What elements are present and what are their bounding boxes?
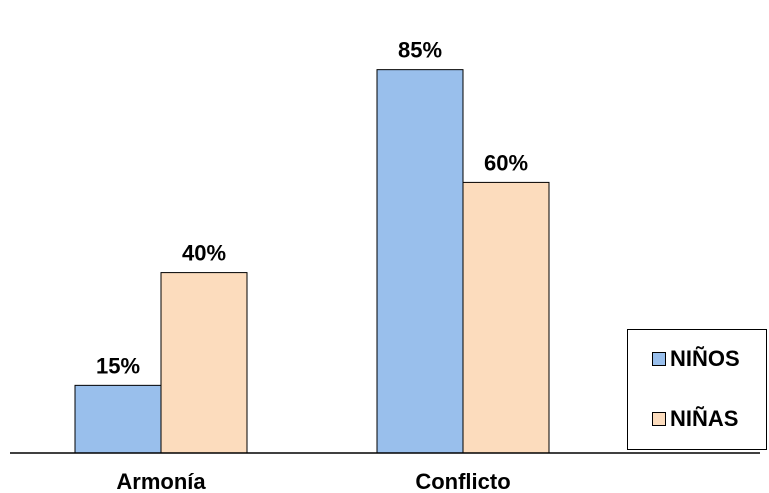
category-label-armonia: Armonía (116, 469, 206, 493)
legend-item-ninos: NIÑOS (652, 346, 740, 372)
legend-swatch-ninos (652, 352, 666, 366)
legend: NIÑOS NIÑAS (627, 329, 767, 450)
legend-label-ninas: NIÑAS (670, 406, 739, 431)
legend-label-ninos: NIÑOS (670, 346, 740, 371)
value-labels-group: 15% 40% 85% 60% (96, 38, 528, 379)
bars-group (74, 69, 550, 454)
value-label-ninos-conflicto: 85% (398, 38, 442, 63)
category-label-conflicto: Conflicto (415, 469, 510, 493)
bar-ninos-conflicto (376, 69, 464, 454)
legend-swatch-ninas (652, 412, 666, 426)
bar-ninas-conflicto (462, 181, 550, 454)
bar-ninos-armonia (74, 384, 162, 454)
value-label-ninos-armonia: 15% (96, 353, 140, 378)
value-label-ninas-armonia: 40% (182, 241, 226, 266)
category-labels-group: Armonía Conflicto (116, 469, 510, 493)
value-label-ninas-conflicto: 60% (484, 150, 528, 175)
legend-item-ninas: NIÑAS (652, 406, 738, 432)
bar-ninas-armonia (160, 272, 248, 454)
